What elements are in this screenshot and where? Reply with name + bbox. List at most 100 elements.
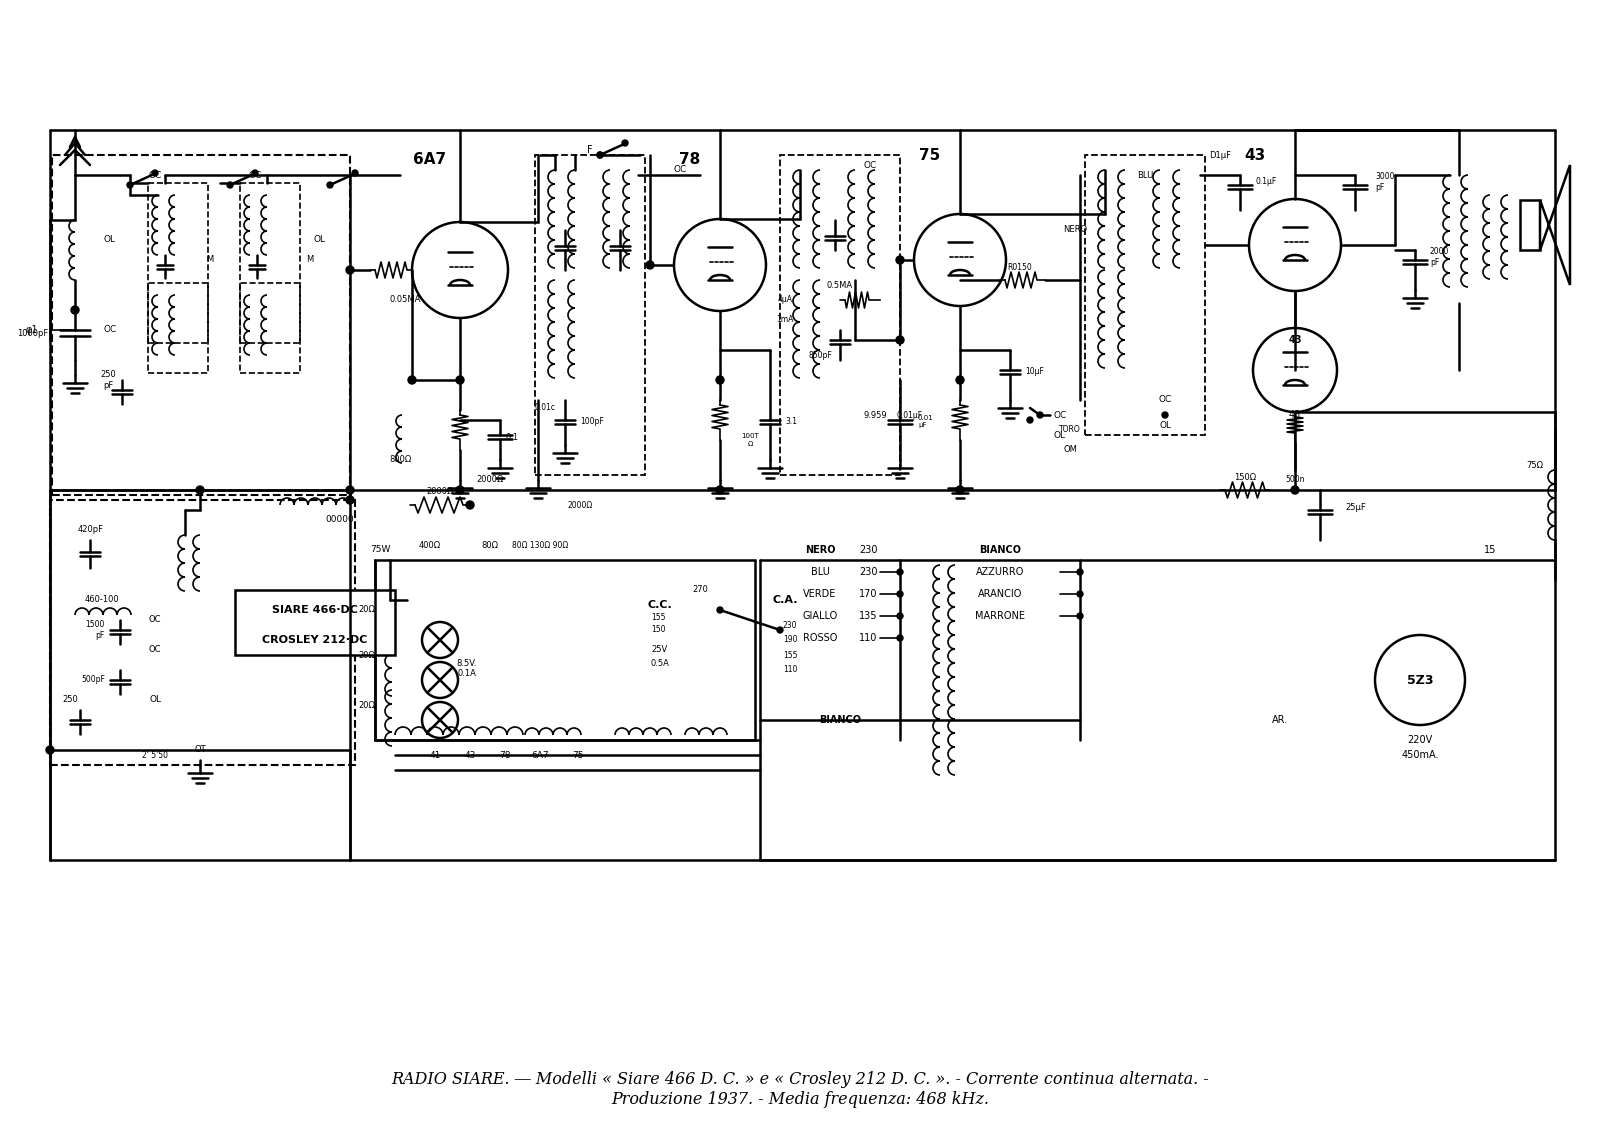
Circle shape — [1162, 412, 1168, 418]
Text: BIANCO: BIANCO — [819, 715, 861, 725]
Circle shape — [896, 336, 904, 344]
Text: 420pF: 420pF — [78, 526, 104, 535]
Bar — [1520, 200, 1539, 250]
Circle shape — [195, 486, 205, 494]
Circle shape — [1077, 569, 1083, 575]
Circle shape — [898, 592, 902, 597]
Text: SIARE 466·DC: SIARE 466·DC — [272, 605, 358, 615]
Text: BLU: BLU — [1138, 171, 1154, 180]
Text: 1mA: 1mA — [776, 316, 794, 325]
Text: C.C.: C.C. — [648, 601, 672, 610]
Text: 43: 43 — [464, 751, 475, 760]
Circle shape — [896, 256, 904, 264]
Circle shape — [126, 182, 133, 188]
Text: M: M — [206, 256, 214, 265]
Text: 2000Ω: 2000Ω — [568, 501, 592, 509]
Text: NERO: NERO — [805, 545, 835, 555]
Text: 15: 15 — [1483, 545, 1496, 555]
Text: 0.05MA: 0.05MA — [389, 295, 421, 304]
Polygon shape — [1539, 165, 1570, 285]
Circle shape — [1027, 417, 1034, 423]
Bar — [240, 283, 301, 373]
Text: M: M — [306, 256, 314, 265]
Text: 0.1A: 0.1A — [458, 668, 477, 677]
Text: OM: OM — [1062, 446, 1077, 455]
Text: OC: OC — [149, 615, 162, 624]
Text: 25V: 25V — [651, 646, 669, 655]
Circle shape — [597, 152, 603, 158]
Text: φ1: φ1 — [26, 325, 38, 335]
Text: OC: OC — [1158, 396, 1171, 405]
Circle shape — [597, 152, 603, 158]
Text: GIALLO: GIALLO — [802, 611, 838, 621]
Text: Produzione 1937. - Media frequenza: 468 kHz.: Produzione 1937. - Media frequenza: 468 … — [611, 1091, 989, 1108]
Text: 20Ω: 20Ω — [358, 650, 374, 659]
Text: 270: 270 — [693, 586, 707, 595]
Text: 20Ω: 20Ω — [358, 605, 374, 614]
Text: 2000Ω: 2000Ω — [477, 475, 504, 484]
Circle shape — [326, 182, 333, 188]
Text: OC: OC — [1053, 411, 1067, 420]
Text: D1µF: D1µF — [1210, 150, 1230, 159]
Text: 170: 170 — [859, 589, 877, 599]
Text: OC: OC — [248, 171, 262, 180]
Circle shape — [717, 607, 723, 613]
Text: MARRONE: MARRONE — [974, 611, 1026, 621]
Text: 230: 230 — [859, 567, 877, 577]
Bar — [534, 155, 645, 475]
Text: 0.5MA: 0.5MA — [827, 280, 853, 290]
Circle shape — [957, 375, 963, 385]
Circle shape — [898, 569, 902, 575]
Circle shape — [1291, 486, 1299, 494]
Text: 75: 75 — [573, 751, 584, 760]
Text: 4µA: 4µA — [778, 295, 792, 304]
Circle shape — [408, 375, 416, 385]
Text: 6A7: 6A7 — [531, 751, 549, 760]
Text: 80Ω: 80Ω — [482, 541, 499, 550]
Text: 150Ω: 150Ω — [1234, 473, 1256, 482]
Bar — [51, 155, 350, 495]
Text: 0.1µF: 0.1µF — [1254, 178, 1277, 187]
Circle shape — [46, 746, 54, 754]
Text: 75W: 75W — [370, 545, 390, 554]
Circle shape — [717, 375, 723, 385]
Circle shape — [352, 170, 358, 176]
Bar — [235, 590, 395, 655]
Text: 3000
pF: 3000 pF — [1374, 172, 1395, 191]
Text: 75: 75 — [920, 147, 941, 163]
Text: 2000
pF: 2000 pF — [1430, 248, 1450, 267]
Text: 78: 78 — [680, 153, 701, 167]
Text: OL: OL — [1158, 421, 1171, 430]
Text: CROSLEY 212·DC: CROSLEY 212·DC — [262, 634, 368, 645]
Text: 0.01
µF: 0.01 µF — [918, 415, 934, 429]
Text: 6A7: 6A7 — [413, 153, 446, 167]
Text: 9.959: 9.959 — [862, 411, 886, 420]
Text: OC: OC — [149, 171, 162, 180]
Text: 250
pF: 250 pF — [101, 370, 115, 390]
Circle shape — [1374, 634, 1466, 725]
Text: 100pF: 100pF — [579, 417, 603, 426]
Circle shape — [898, 613, 902, 619]
Text: 150: 150 — [651, 625, 666, 634]
Text: OL: OL — [1054, 431, 1066, 440]
Text: OC: OC — [674, 165, 686, 174]
Circle shape — [646, 261, 654, 269]
Text: 3.1: 3.1 — [786, 417, 797, 426]
Circle shape — [957, 486, 963, 494]
Text: ARANCIO: ARANCIO — [978, 589, 1022, 599]
Text: OL: OL — [104, 235, 115, 244]
Text: 10µF: 10µF — [1026, 368, 1043, 377]
Text: 5Z3: 5Z3 — [1406, 673, 1434, 687]
Bar — [147, 283, 208, 373]
Text: 230: 230 — [782, 621, 797, 630]
Circle shape — [70, 307, 78, 314]
Text: 230: 230 — [859, 545, 877, 555]
Text: F: F — [587, 145, 594, 155]
Circle shape — [898, 634, 902, 641]
Text: 135: 135 — [859, 611, 877, 621]
Circle shape — [422, 662, 458, 698]
Text: 0.01µF: 0.01µF — [898, 411, 923, 420]
Text: 43: 43 — [1290, 411, 1301, 420]
Text: OC: OC — [864, 161, 877, 170]
Circle shape — [456, 375, 464, 385]
